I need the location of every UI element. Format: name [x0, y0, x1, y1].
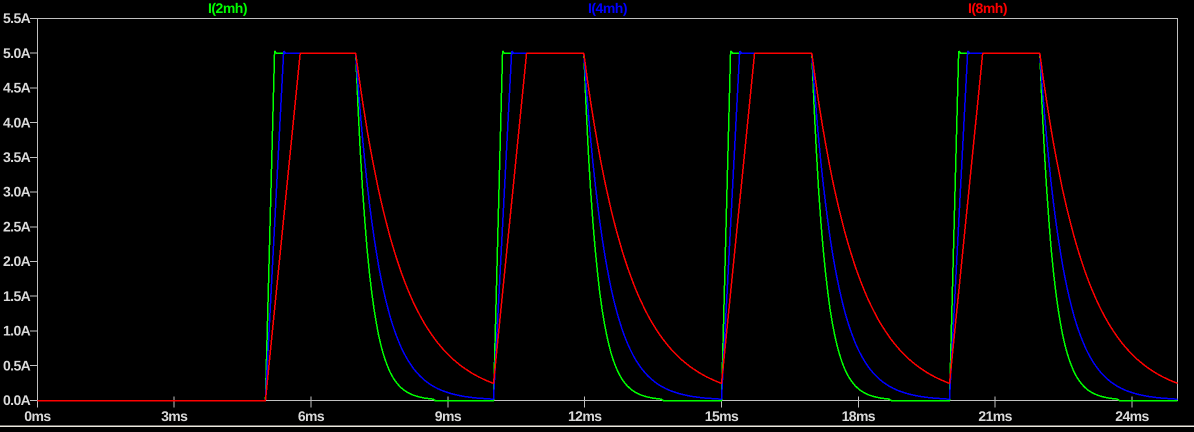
- svg-text:5.5A: 5.5A: [3, 10, 31, 26]
- svg-text:I(8mh): I(8mh): [968, 0, 1007, 16]
- svg-text:2.0A: 2.0A: [3, 253, 31, 269]
- svg-text:3ms: 3ms: [161, 408, 188, 424]
- svg-text:3.5A: 3.5A: [3, 149, 31, 165]
- svg-text:0ms: 0ms: [24, 408, 51, 424]
- svg-text:0.0A: 0.0A: [3, 392, 31, 408]
- svg-text:18ms: 18ms: [842, 408, 876, 424]
- svg-text:0.5A: 0.5A: [3, 357, 31, 373]
- svg-text:1.5A: 1.5A: [3, 288, 31, 304]
- svg-text:6ms: 6ms: [298, 408, 325, 424]
- svg-text:9ms: 9ms: [435, 408, 462, 424]
- svg-text:3.0A: 3.0A: [3, 184, 31, 200]
- svg-text:I(2mh): I(2mh): [208, 0, 247, 16]
- svg-text:1.0A: 1.0A: [3, 323, 31, 339]
- svg-text:I(4mh): I(4mh): [588, 0, 627, 16]
- svg-text:15ms: 15ms: [705, 408, 739, 424]
- svg-text:5.0A: 5.0A: [3, 45, 31, 61]
- svg-text:21ms: 21ms: [978, 408, 1012, 424]
- svg-text:2.5A: 2.5A: [3, 219, 31, 235]
- svg-text:4.0A: 4.0A: [3, 114, 31, 130]
- svg-text:4.5A: 4.5A: [3, 80, 31, 96]
- svg-text:24ms: 24ms: [1115, 408, 1149, 424]
- svg-text:12ms: 12ms: [568, 408, 602, 424]
